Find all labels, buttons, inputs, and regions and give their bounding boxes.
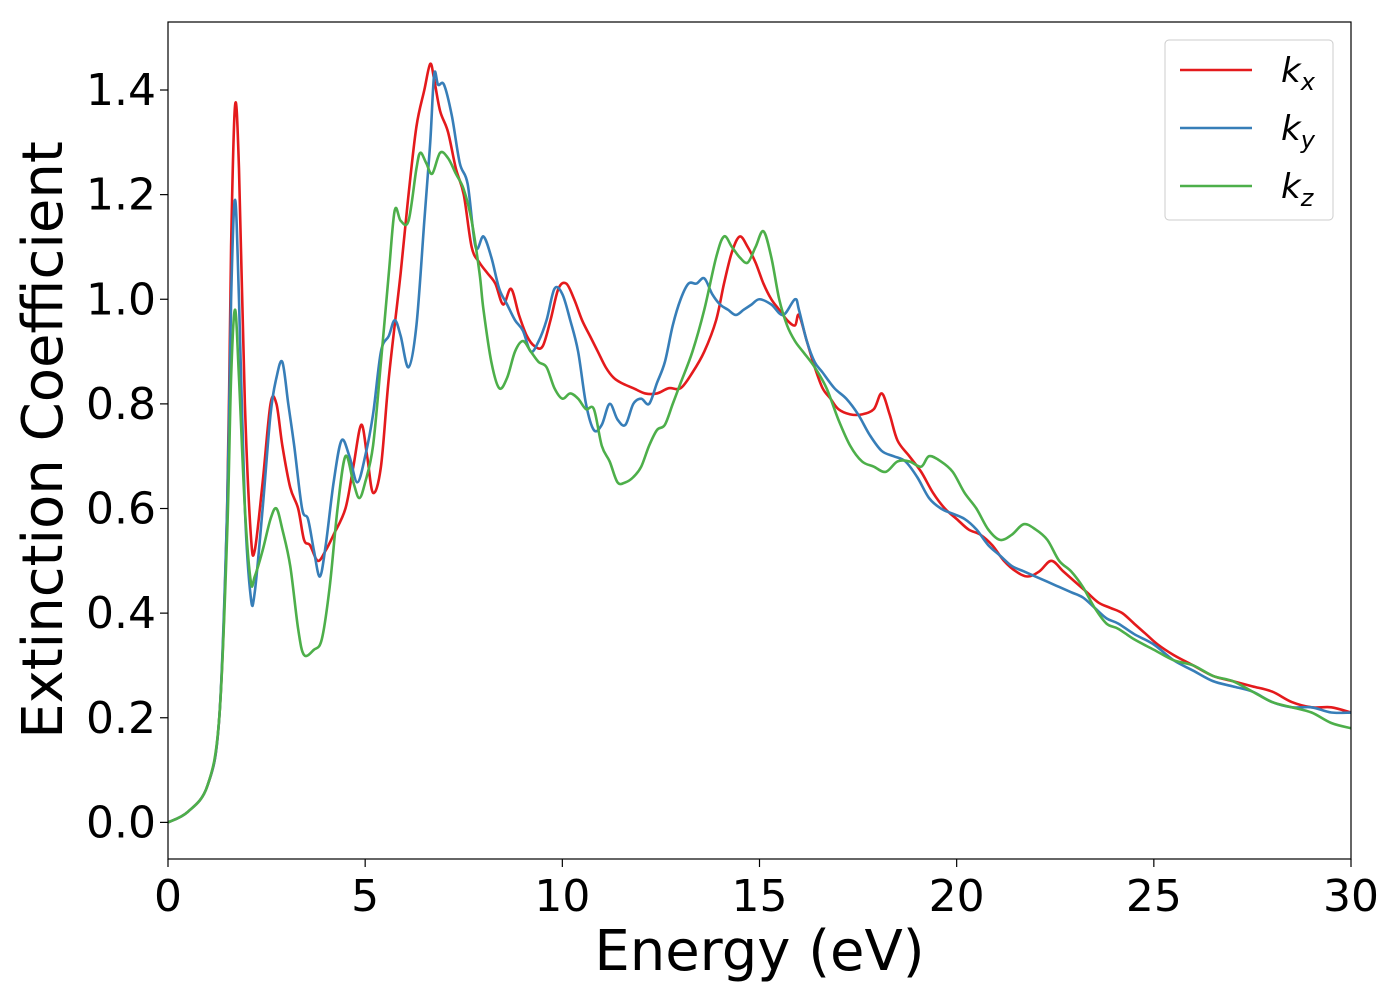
legend-box	[1164, 39, 1334, 221]
y-tick-label: 0.2	[86, 693, 156, 744]
x-axis: 0 5 10 15 20 25 30	[154, 859, 1379, 922]
series-layer	[168, 62, 1351, 824]
y-tick-label: 0.6	[86, 484, 156, 535]
y-tick-label: 1.2	[86, 170, 156, 221]
y-tick-label: 0.4	[86, 588, 156, 639]
series-line-k-y	[168, 70, 1351, 824]
legend-label-k-z: kz	[1281, 167, 1315, 212]
series-line-k-z	[168, 150, 1351, 824]
x-axis-title: Energy (eV)	[594, 919, 924, 984]
x-tick-label: 0	[154, 871, 182, 922]
legend-label-k-y: ky	[1281, 109, 1316, 154]
y-tick-label: 1.0	[86, 274, 156, 325]
legend-label-k-x: kx	[1281, 51, 1316, 96]
y-axis: 0.0 0.2 0.4 0.6 0.8 1.0 1.2 1.4	[86, 65, 168, 848]
series-line-k-x	[168, 62, 1351, 824]
y-tick-label: 0.0	[86, 797, 156, 848]
x-tick-label: 30	[1323, 871, 1379, 922]
legend: kx ky kz	[1164, 39, 1334, 221]
y-tick-label: 1.4	[86, 65, 156, 116]
x-tick-label: 10	[534, 871, 590, 922]
x-tick-label: 25	[1126, 871, 1182, 922]
y-axis-title: Extinction Coefficient	[11, 141, 76, 739]
y-tick-label: 0.8	[86, 379, 156, 430]
x-tick-label: 5	[351, 871, 379, 922]
x-tick-label: 15	[732, 871, 788, 922]
x-tick-label: 20	[929, 871, 985, 922]
